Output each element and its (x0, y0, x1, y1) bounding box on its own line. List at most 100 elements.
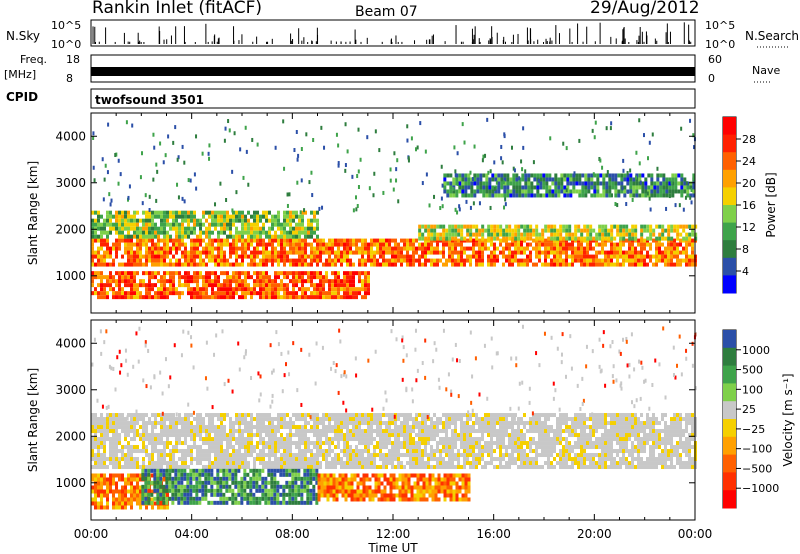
range-gate-cell (100, 445, 103, 450)
range-gate-cell (199, 226, 202, 231)
range-gate-cell (130, 425, 133, 430)
range-gate-cell (560, 177, 564, 182)
range-gate-cell (94, 429, 97, 434)
range-gate-cell (625, 202, 628, 207)
range-gate-cell (115, 445, 118, 450)
range-gate-cell (343, 291, 346, 296)
range-gate-cell (568, 254, 571, 259)
range-gate-cell (136, 465, 139, 470)
range-gate-cell (178, 214, 181, 219)
range-gate-cell (433, 246, 436, 251)
range-gate-cell (310, 295, 313, 300)
range-gate-cell (223, 138, 226, 143)
range-gate-cell (475, 417, 478, 422)
range-gate-cell (175, 214, 178, 219)
range-gate-cell (478, 421, 481, 426)
range-gate-cell (160, 275, 163, 280)
range-gate-cell (544, 262, 547, 267)
range-gate-cell (521, 173, 525, 178)
range-gate-cell (460, 250, 463, 255)
range-gate-cell (445, 429, 448, 434)
range-gate-cell (184, 441, 187, 446)
range-gate-cell (175, 437, 178, 442)
range-gate-cell (376, 441, 379, 446)
range-gate-cell (476, 173, 480, 178)
range-gate-cell (196, 279, 199, 284)
range-gate-cell (337, 461, 340, 466)
range-gate-cell (457, 232, 461, 237)
range-gate-cell (163, 433, 166, 438)
range-gate-cell (382, 461, 385, 466)
range-gate-cell (412, 453, 415, 458)
range-gate-cell (527, 193, 531, 198)
range-gate-cell (430, 437, 433, 442)
range-gate-cell (605, 181, 609, 186)
range-gate-cell (130, 226, 133, 231)
range-gate-cell (469, 425, 472, 430)
range-gate-cell (310, 226, 313, 231)
range-gate-cell (265, 210, 268, 215)
range-gate-cell (235, 218, 238, 223)
range-gate-cell (163, 445, 166, 450)
range-gate-cell (452, 189, 456, 194)
range-gate-cell (421, 465, 424, 470)
range-gate-cell (157, 238, 160, 243)
range-gate-cell (589, 258, 592, 263)
range-gate-cell (235, 279, 238, 284)
range-gate-cell (592, 236, 596, 241)
range-gate-cell (673, 228, 677, 233)
range-gate-cell (262, 242, 265, 247)
range-gate-cell (601, 228, 605, 233)
range-gate-cell (142, 295, 145, 300)
range-gate-cell (436, 421, 439, 426)
range-gate-cell (232, 433, 235, 438)
range-gate-cell (466, 254, 469, 259)
range-gate-cell (292, 279, 295, 284)
range-gate-cell (211, 238, 214, 243)
range-gate-cell (506, 177, 510, 182)
range-gate-cell (115, 433, 118, 438)
range-gate-cell (145, 246, 148, 251)
range-gate-cell (187, 210, 190, 215)
range-gate-cell (424, 465, 427, 470)
range-gate-cell (391, 413, 394, 418)
range-gate-cell (208, 295, 211, 300)
range-gate-cell (457, 413, 460, 418)
range-gate-cell (265, 441, 268, 446)
range-gate-cell (274, 238, 277, 243)
range-gate-cell (226, 222, 229, 227)
range-gate-cell (358, 457, 361, 462)
range-gate-cell (217, 214, 220, 219)
range-gate-cell (352, 295, 355, 300)
range-gate-cell (157, 295, 160, 300)
range-gate-cell (357, 127, 360, 132)
range-gate-cell (361, 457, 364, 462)
range-gate-cell (139, 218, 142, 223)
range-gate-cell (382, 246, 385, 251)
range-gate-cell (262, 437, 265, 442)
range-gate-cell (250, 287, 253, 292)
range-gate-cell (445, 421, 448, 426)
range-gate-cell (316, 258, 319, 263)
range-gate-cell (223, 457, 226, 462)
range-gate-cell (289, 279, 292, 284)
range-gate-cell (382, 413, 385, 418)
range-gate-cell (162, 160, 165, 165)
range-gate-cell (238, 234, 241, 239)
range-gate-cell (460, 246, 463, 251)
range-gate-cell (283, 230, 286, 235)
range-gate-cell (370, 461, 373, 466)
range-gate-cell (106, 262, 109, 267)
range-gate-cell (235, 226, 238, 231)
range-gate-cell (175, 461, 178, 466)
range-gate-cell (115, 222, 118, 227)
range-gate-cell (253, 291, 256, 296)
range-gate-cell (503, 205, 506, 210)
range-gate-cell (376, 413, 379, 418)
range-gate-cell (325, 433, 328, 438)
range-gate-cell (160, 417, 163, 422)
range-gate-cell (493, 228, 497, 233)
range-gate-cell (367, 461, 370, 466)
range-gate-cell (289, 429, 292, 434)
